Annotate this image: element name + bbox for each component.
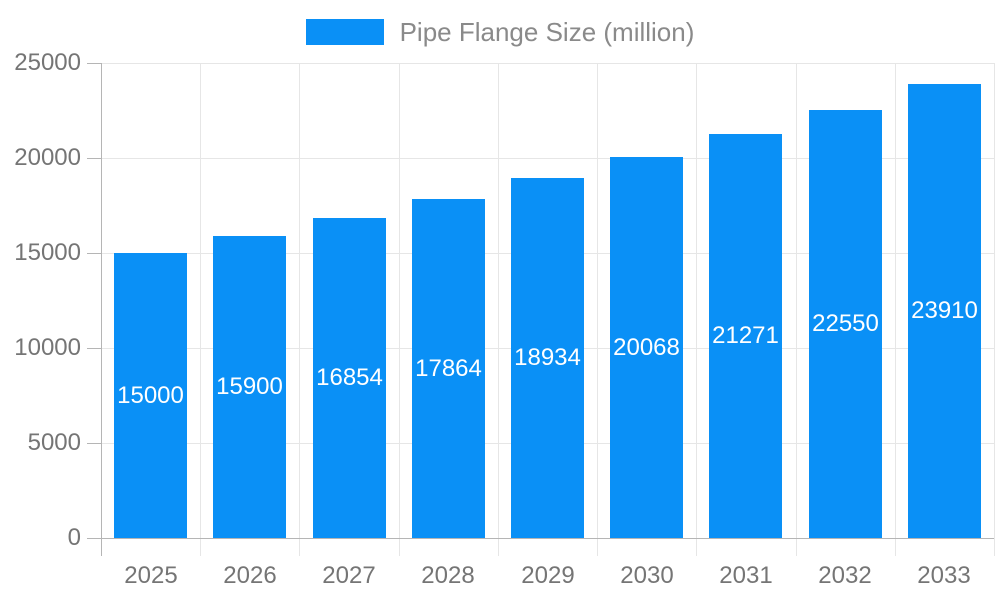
x-axis-line — [87, 538, 994, 539]
bar-2025[interactable]: 15000 — [114, 253, 187, 538]
category-gridline — [994, 63, 995, 556]
bar-value-label: 16854 — [316, 364, 383, 391]
legend[interactable]: Pipe Flange Size (million) — [0, 12, 1000, 52]
category-gridline — [299, 63, 300, 556]
x-tick-label-2027: 2027 — [322, 562, 376, 589]
bar-2028[interactable]: 17864 — [412, 199, 485, 538]
bar-2031[interactable]: 21271 — [709, 134, 782, 538]
bar-2032[interactable]: 22550 — [809, 110, 882, 538]
x-tick-label-2033: 2033 — [917, 562, 971, 589]
x-tick-label-2030: 2030 — [620, 562, 674, 589]
y-tick-mark — [87, 63, 101, 64]
legend-label: Pipe Flange Size (million) — [399, 16, 695, 47]
y-tick-label: 20000 — [14, 144, 81, 171]
y-gridline — [101, 63, 994, 64]
x-tick-label-2026: 2026 — [223, 562, 277, 589]
y-tick-label: 25000 — [14, 49, 81, 76]
bar-2029[interactable]: 18934 — [511, 178, 584, 538]
bar-value-label: 21271 — [712, 322, 779, 349]
y-tick-label: 5000 — [27, 429, 81, 456]
bar-value-label: 18934 — [514, 344, 581, 371]
legend-swatch-icon — [305, 19, 384, 45]
y-tick-label: 0 — [67, 524, 81, 551]
y-tick-mark — [87, 253, 101, 254]
category-gridline — [200, 63, 201, 556]
x-tick-label-2029: 2029 — [521, 562, 575, 589]
category-gridline — [399, 63, 400, 556]
category-gridline — [796, 63, 797, 556]
y-tick-mark — [87, 348, 101, 349]
bar-value-label: 23910 — [911, 297, 978, 324]
bar-value-label: 15900 — [216, 373, 283, 400]
y-axis-line — [101, 63, 102, 556]
y-tick-label: 15000 — [14, 239, 81, 266]
bar-value-label: 17864 — [415, 354, 482, 382]
y-tick-label: 10000 — [14, 334, 81, 361]
bar-value-label: 22550 — [812, 310, 879, 337]
category-gridline — [597, 63, 598, 556]
bar-2033[interactable]: 23910 — [908, 84, 981, 538]
bar-value-label: 20068 — [613, 333, 680, 361]
category-gridline — [696, 63, 697, 556]
x-tick-label-2031: 2031 — [719, 562, 773, 589]
x-tick-label-2025: 2025 — [124, 562, 178, 589]
y-tick-mark — [87, 443, 101, 444]
bar-2027[interactable]: 16854 — [313, 218, 386, 538]
y-tick-mark — [87, 158, 101, 159]
bar-2030[interactable]: 20068 — [610, 157, 683, 538]
bar-2026[interactable]: 15900 — [213, 236, 286, 538]
bar-value-label: 15000 — [117, 381, 184, 409]
category-gridline — [895, 63, 896, 556]
y-gridline — [101, 158, 994, 159]
category-gridline — [498, 63, 499, 556]
x-tick-label-2032: 2032 — [818, 562, 872, 589]
x-tick-label-2028: 2028 — [421, 562, 475, 589]
